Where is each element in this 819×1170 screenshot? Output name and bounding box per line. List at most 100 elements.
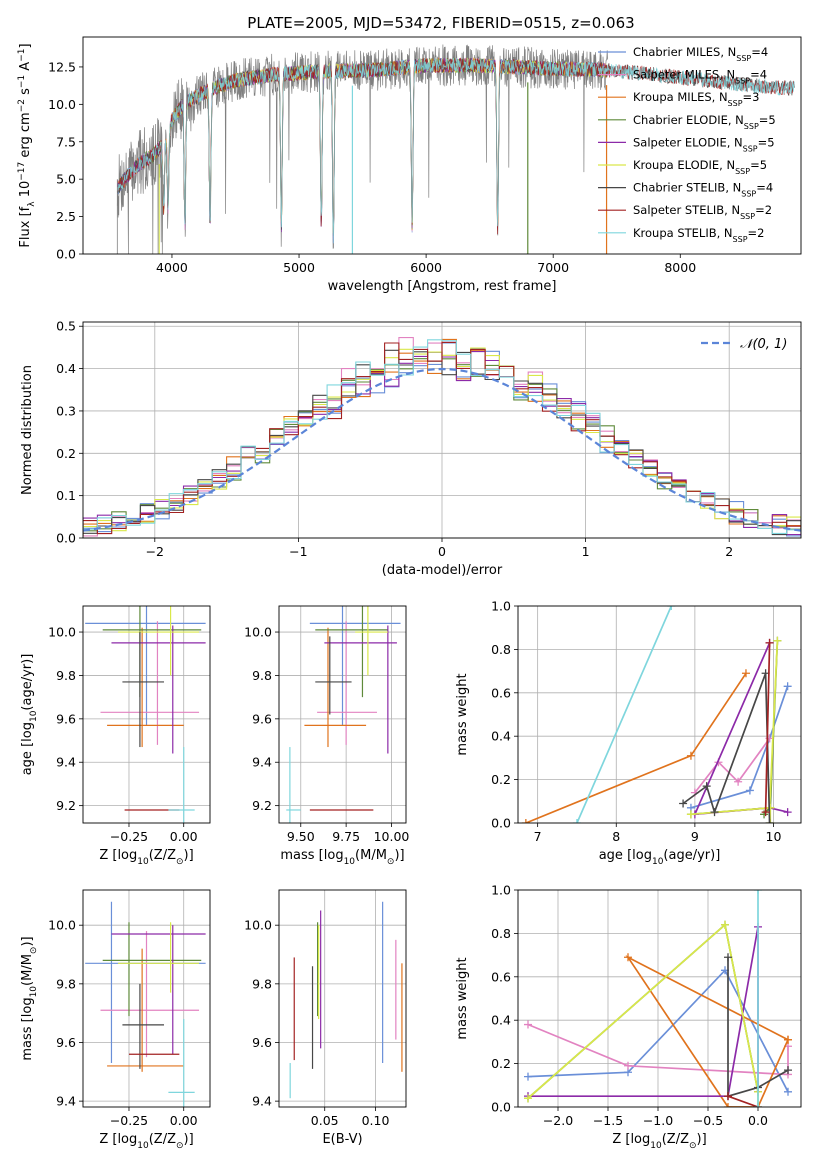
- y-axis-label: Flux [fλ 10−17 erg cm−2 s−1 A−1]: [17, 43, 37, 247]
- series-marker: [784, 1087, 792, 1096]
- legend-label: Kroupa MILES, NSSP=3: [633, 90, 759, 108]
- chart-mass-vs-Z: −0.25 0.00 9.4 9.6 9.8 10.0 Z [log10(Z/Z⊙)] mas…: [20, 889, 211, 1151]
- series-line: [727, 957, 789, 1098]
- axes-frame: [278, 605, 407, 824]
- errorbar-kroupa-stelib: [286, 747, 301, 823]
- x-axis-label: Z [log10(Z/Z⊙)]: [99, 1132, 193, 1151]
- y-tick-label: 0.2: [491, 772, 511, 787]
- y-tick-label: 9.6: [56, 711, 76, 726]
- legend-label: 𝒩(0, 1): [740, 337, 787, 352]
- series-marker: [724, 953, 732, 962]
- x-tick-label: −1: [289, 544, 307, 559]
- x-tick-label: 0.0: [748, 1113, 768, 1128]
- errorbar-chabrier-miles: [85, 606, 206, 726]
- series-line: [764, 642, 771, 813]
- y-tick-label: 5.0: [56, 172, 76, 187]
- y-tick-label: 0.3: [56, 403, 76, 418]
- series-marker: [765, 819, 774, 823]
- figure-title: PLATE=2005, MJD=53472, FIBERID=0515, z=0…: [247, 14, 634, 32]
- series-marker: [521, 819, 530, 823]
- axes-frame: [278, 889, 407, 1108]
- y-tick-label: 0.4: [491, 1013, 511, 1028]
- axes-frame: [517, 889, 802, 1108]
- chart-weight-vs-age: 7 8 9 10 0.0 0.2 0.4 0.6 0.8 1.0 age [log10(age/yr…: [455, 599, 802, 867]
- y-tick-label: 0.1: [56, 488, 76, 503]
- y-tick-label: 0.4: [56, 361, 76, 376]
- series-marker: [754, 1103, 762, 1107]
- errorbar-salpeter-elodie: [111, 625, 206, 754]
- series-marker: [667, 606, 676, 610]
- series-marker: [734, 777, 743, 786]
- errorbar-kroupa-stelib: [168, 1019, 195, 1107]
- y-tick-label: 0.6: [491, 969, 511, 984]
- x-tick-label: −2: [146, 544, 164, 559]
- x-tick-label: 0.00: [170, 829, 198, 844]
- legend-label: Chabrier MILES, NSSP=4: [633, 45, 768, 63]
- y-tick-label: 9.8: [252, 976, 272, 991]
- y-tick-label: 10.0: [244, 625, 272, 640]
- legend-label: Salpeter ELODIE, NSSP=5: [633, 135, 775, 153]
- x-axis-label: mass [log10(M/M⊙)]: [280, 848, 404, 867]
- series-line: [527, 968, 789, 1093]
- y-tick-label: 0.0: [56, 531, 76, 546]
- residuals-plot-area: [83, 337, 801, 537]
- errorbar-salpeter-miles: [100, 621, 200, 745]
- y-tick-label: 9.6: [252, 1035, 272, 1050]
- y-tick-label: 2.5: [56, 209, 76, 224]
- age-vs-mass-plot-area: [286, 606, 401, 823]
- y-tick-label: 9.8: [56, 668, 76, 683]
- x-tick-label: 2: [725, 544, 733, 559]
- series-marker: [710, 808, 719, 817]
- series-marker: [679, 799, 688, 808]
- x-tick-label: 0.05: [311, 1113, 339, 1128]
- y-tick-label: 7.5: [56, 134, 76, 149]
- series-marker: [721, 920, 729, 929]
- chart-spectrum: 4000 5000 6000 7000 8000 0.0 2.5 5.0 7.5 10.0 12.5…: [17, 36, 802, 294]
- errorbar-kroupa-miles: [304, 627, 367, 748]
- series-marker: [783, 808, 792, 817]
- legend-label: Chabrier STELIB, NSSP=4: [633, 181, 773, 199]
- x-tick-label: −0.5: [693, 1113, 723, 1128]
- legend-label: Chabrier ELODIE, NSSP=5: [633, 113, 776, 131]
- weight-vs-age-plot-area: [521, 606, 792, 823]
- x-tick-label: 8000: [664, 260, 696, 275]
- x-tick-label: 0.10: [362, 1113, 390, 1128]
- x-tick-label: 7000: [537, 260, 569, 275]
- x-tick-label: 9: [691, 829, 699, 844]
- series-salpeter-stelib: [761, 638, 774, 817]
- y-tick-label: 9.4: [56, 755, 76, 770]
- y-axis-label: mass [log10(M/M⊙)]: [20, 936, 39, 1060]
- y-tick-label: 0.2: [491, 1056, 511, 1071]
- errorbar-kroupa-miles: [107, 627, 184, 748]
- x-tick-label: −0.25: [110, 1113, 148, 1128]
- y-tick-label: 9.8: [56, 976, 76, 991]
- series-kroupa-stelib: [754, 890, 762, 1107]
- y-tick-label: 10.0: [244, 918, 272, 933]
- y-tick-label: 0.5: [56, 319, 76, 334]
- y-tick-label: 9.6: [252, 711, 272, 726]
- axes-frame: [82, 321, 802, 539]
- series-kroupa-stelib: [572, 606, 676, 823]
- x-tick-label: 7: [534, 829, 542, 844]
- series-line: [625, 955, 789, 1107]
- y-axis-label: Normed distribution: [20, 365, 35, 495]
- axes-spectrum: 4000 5000 6000 7000 8000 0.0 2.5 5.0 7.5 10.0 12.5: [48, 59, 696, 275]
- errorbar-chabrier-stelib: [315, 636, 352, 715]
- series-line: [527, 1023, 789, 1076]
- series-marker: [702, 782, 711, 791]
- errorbar-kroupa-stelib: [168, 747, 195, 823]
- series-marker: [624, 1061, 632, 1070]
- series-marker: [766, 803, 775, 812]
- y-tick-label: 0.0: [491, 1100, 511, 1115]
- chart-mass-vs-EBV: 0.05 0.10 9.4 9.6 9.8 10.0 E(B-V): [244, 889, 407, 1147]
- x-tick-label: 5000: [283, 260, 315, 275]
- series-marker: [761, 808, 770, 817]
- errorbar-salpeter-miles: [317, 621, 377, 745]
- errorbar-kroupa-elodie: [355, 606, 388, 676]
- x-axis-label: Z [log10(Z/Z⊙)]: [99, 848, 193, 867]
- y-tick-label: 0.8: [491, 926, 511, 941]
- errorbar-salpeter-miles: [100, 931, 200, 1058]
- y-tick-label: 0.6: [491, 685, 511, 700]
